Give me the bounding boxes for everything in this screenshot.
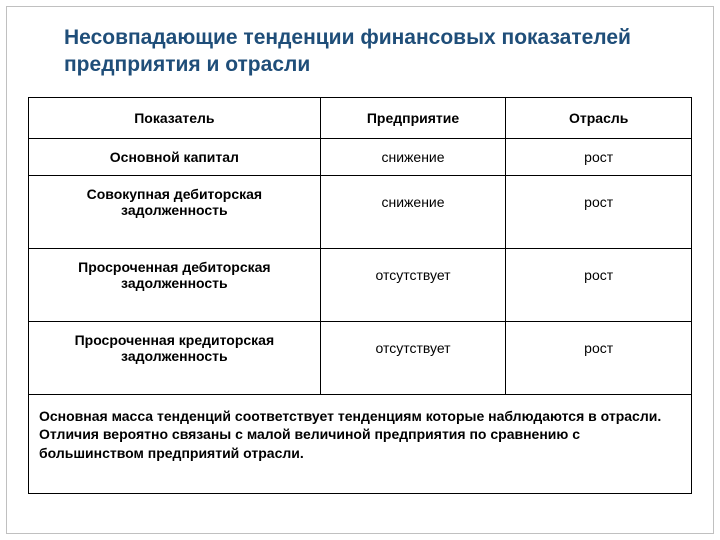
cell-enterprise: отсутствует (320, 321, 506, 394)
cell-industry: рост (506, 138, 692, 175)
cell-enterprise: отсутствует (320, 248, 506, 321)
trends-table: Показатель Предприятие Отрасль Основной … (28, 97, 692, 495)
cell-industry: рост (506, 175, 692, 248)
cell-enterprise: снижение (320, 138, 506, 175)
table-row: Совокупная дебиторская задолженность сни… (29, 175, 692, 248)
cell-industry: рост (506, 248, 692, 321)
slide-title: Несовпадающие тенденции финансовых показ… (28, 24, 692, 79)
summary-text: Основная масса тенденций соответствует т… (29, 394, 692, 494)
col-header-industry: Отрасль (506, 97, 692, 138)
cell-indicator: Просроченная дебиторская задолженность (29, 248, 321, 321)
table-row: Просроченная дебиторская задолженность о… (29, 248, 692, 321)
cell-industry: рост (506, 321, 692, 394)
table-row: Основной капитал снижение рост (29, 138, 692, 175)
col-header-indicator: Показатель (29, 97, 321, 138)
table-summary-row: Основная масса тенденций соответствует т… (29, 394, 692, 494)
col-header-enterprise: Предприятие (320, 97, 506, 138)
table-row: Просроченная кредиторская задолженность … (29, 321, 692, 394)
table-header-row: Показатель Предприятие Отрасль (29, 97, 692, 138)
cell-indicator: Просроченная кредиторская задолженность (29, 321, 321, 394)
cell-indicator: Основной капитал (29, 138, 321, 175)
cell-enterprise: снижение (320, 175, 506, 248)
cell-indicator: Совокупная дебиторская задолженность (29, 175, 321, 248)
